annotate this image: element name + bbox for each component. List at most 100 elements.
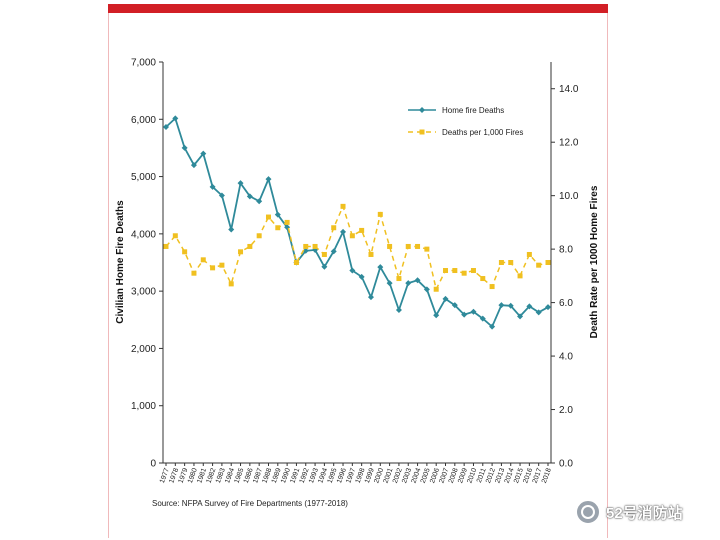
deaths-point: [386, 280, 393, 287]
x-tick-label: 2010: [466, 467, 478, 484]
x-tick-label: 1992: [299, 467, 311, 484]
chart-axes: [162, 62, 552, 464]
deaths-point: [228, 226, 235, 233]
rate-point: [331, 225, 337, 231]
rate-point: [303, 243, 309, 249]
left-tick-label: 2,000: [131, 344, 156, 355]
x-tick-label: 1985: [234, 467, 246, 484]
rate-point: [452, 268, 458, 274]
x-tick-label: 2016: [522, 467, 534, 484]
watermark: 52号消防站: [576, 500, 683, 524]
right-tick-label: 14.0: [559, 84, 579, 95]
deaths-point: [163, 124, 169, 131]
rate-point: [238, 249, 244, 255]
deaths-point: [405, 280, 412, 287]
right-tick-label: 2.0: [559, 405, 573, 416]
deaths-point: [451, 302, 458, 309]
x-tick-label: 1995: [327, 467, 339, 484]
deaths-point: [517, 313, 524, 320]
left-tick-label: 6,000: [131, 115, 156, 126]
deaths-point: [423, 286, 430, 293]
x-tick-label: 1981: [196, 467, 208, 484]
rate-point: [340, 203, 346, 209]
deaths-point: [274, 211, 281, 218]
rate-point: [396, 276, 402, 282]
deaths-point: [340, 228, 347, 235]
slide-background: [108, 0, 608, 540]
rate-point: [415, 243, 421, 249]
x-tick-label: 2018: [541, 467, 553, 484]
wechat-channel-icon: [576, 500, 600, 524]
x-tick-label: 1987: [252, 467, 264, 484]
deaths-point: [190, 162, 197, 169]
deaths-point: [367, 294, 374, 301]
deaths-point: [470, 308, 477, 315]
slide-frame: [108, 13, 608, 538]
series-lines: [163, 115, 551, 330]
rate-point: [443, 268, 449, 274]
rate-point: [368, 251, 374, 257]
deaths-point: [218, 192, 225, 199]
rate-point: [228, 281, 234, 287]
deaths-point: [433, 312, 440, 319]
rate-point: [247, 243, 253, 249]
deaths-series-line: [165, 116, 549, 329]
rate-point: [172, 233, 178, 239]
rate-series-line: [165, 204, 549, 292]
deaths-point: [489, 323, 496, 330]
x-tick-label: 1978: [168, 467, 180, 484]
legend-rate-marker: [419, 129, 425, 135]
deaths-point: [461, 311, 468, 318]
deaths-point: [507, 302, 514, 309]
rate-point: [349, 233, 355, 239]
rate-point: [359, 227, 365, 233]
rate-point: [461, 270, 467, 276]
deaths-point: [302, 247, 309, 254]
right-tick-label: 0.0: [559, 459, 573, 470]
deaths-point: [265, 176, 272, 183]
x-tick-label: 2001: [383, 467, 395, 484]
left-tick-label: 7,000: [131, 58, 156, 69]
deaths-point: [479, 315, 486, 322]
right-axis-ticks: 0.0 2.0 4.0 6.0 8.0 10.0 12.0 14.0: [551, 84, 579, 470]
deaths-point: [246, 193, 253, 200]
x-tick-label: 2005: [420, 467, 432, 484]
deaths-point: [442, 295, 449, 302]
rate-point: [517, 273, 523, 279]
x-tick-label: 1979: [178, 467, 190, 484]
deaths-point: [395, 307, 402, 314]
rate-point: [377, 211, 383, 217]
x-tick-label: 2015: [513, 467, 525, 484]
deaths-point: [535, 309, 542, 316]
left-tick-label: 4,000: [131, 229, 156, 240]
deaths-point: [414, 277, 421, 284]
left-tick-label: 1,000: [131, 401, 156, 412]
rate-point: [312, 243, 318, 249]
legend-deaths-marker: [419, 107, 425, 113]
deaths-point: [526, 303, 533, 310]
x-tick-label: 1998: [355, 467, 367, 484]
deaths-point: [330, 248, 337, 255]
x-tick-label: 2007: [438, 467, 450, 484]
x-tick-label: 1984: [224, 467, 236, 484]
x-tick-label: 2011: [476, 467, 488, 484]
watermark-label: 52号消防站: [606, 504, 683, 522]
rate-point: [526, 251, 532, 257]
rate-point: [424, 246, 430, 252]
rate-point: [163, 243, 169, 249]
rate-point: [480, 276, 486, 282]
rate-point: [284, 219, 290, 225]
deaths-point: [237, 180, 244, 187]
rate-point: [191, 270, 197, 276]
right-axis-title: Death Rate per 1000 Home Fires: [589, 185, 600, 338]
rate-point: [433, 286, 439, 292]
rate-point: [321, 251, 327, 257]
chart-legend: Home fire Deaths Deaths per 1,000 Fires: [408, 106, 523, 137]
x-tick-label: 1977: [159, 467, 171, 484]
x-axis-ticks: 1977197819791980198119821983198419851986…: [159, 463, 553, 484]
x-tick-label: 2000: [373, 467, 385, 484]
right-tick-label: 4.0: [559, 352, 573, 363]
x-tick-label: 1994: [317, 467, 329, 484]
x-tick-label: 2002: [392, 467, 404, 484]
